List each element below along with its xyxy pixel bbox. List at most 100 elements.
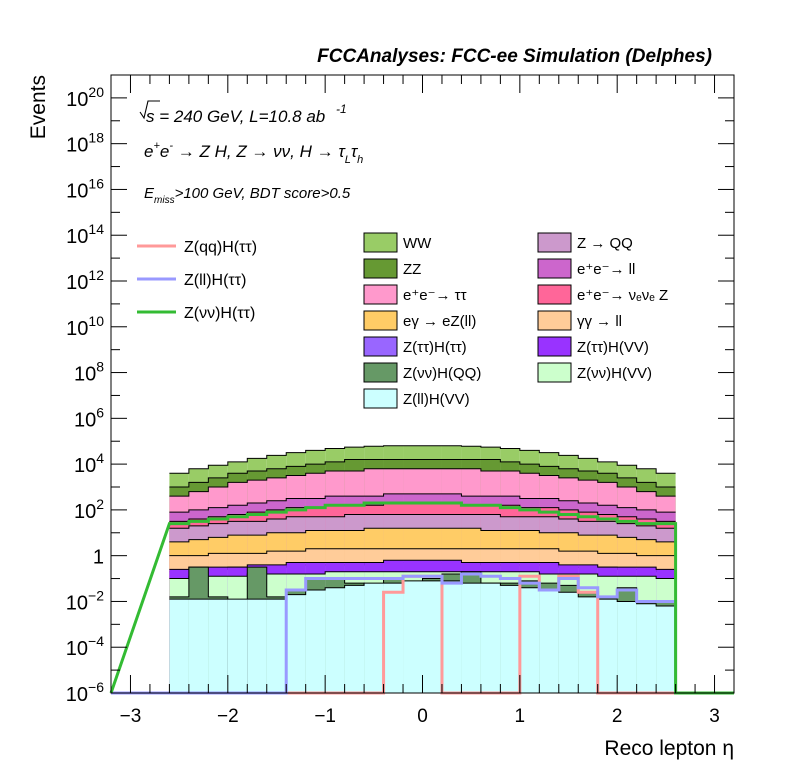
y-axis-label: Events <box>27 75 50 139</box>
legend-box-label: WW <box>403 235 432 252</box>
bar <box>578 596 598 693</box>
bar <box>286 594 306 693</box>
legend-box-label: e⁺e⁻→ ll <box>577 261 635 278</box>
annotation-selection: Emiss>100 GeV, BDT score>0.5 <box>144 185 351 206</box>
bar <box>247 599 267 693</box>
bar <box>344 585 365 693</box>
series-outline <box>169 559 676 570</box>
legend-box-label: Z → QQ <box>577 235 633 252</box>
legend-box-swatch <box>363 362 398 383</box>
legend-box-swatch <box>363 284 398 305</box>
annotation-process: e+e- → Z H, Z → νν, H → τLτh <box>144 140 363 166</box>
bar <box>169 599 189 693</box>
bar <box>227 599 248 693</box>
legend-box-swatch <box>363 388 398 409</box>
sqrt-symbol-icon <box>139 100 160 120</box>
legend: Z(qq)H(ττ) Z(ll)H(ττ) Z(νν)H(ττ) WW Z → QQ ZZ… <box>137 232 668 409</box>
y-tick-label: 104 <box>74 450 104 477</box>
x-tick-labels: −3 −2 −1 0 1 2 3 <box>120 706 720 727</box>
y-tick-label: 106 <box>74 404 104 431</box>
series-outline <box>169 548 676 557</box>
legend-box-swatch <box>537 310 572 331</box>
bar <box>558 592 579 693</box>
bar <box>441 580 462 693</box>
x-tick-label: −1 <box>314 706 336 727</box>
series-outline <box>169 468 676 497</box>
bar <box>188 599 209 693</box>
series-outline <box>169 445 676 474</box>
series-0 <box>169 580 676 693</box>
legend-box-label: e⁺e⁻→ ττ <box>403 287 467 304</box>
y-tick-label: 1020 <box>66 84 104 111</box>
bar <box>325 587 345 693</box>
signal-line-2 <box>109 501 734 695</box>
legend-box-label: γγ → ll <box>577 313 622 330</box>
bar <box>422 580 442 693</box>
x-tick-label: −3 <box>120 706 142 727</box>
bar <box>500 585 520 693</box>
x-tick-label: 1 <box>515 706 526 727</box>
legend-box-swatch <box>537 336 572 357</box>
legend-box-swatch <box>363 310 398 331</box>
series-outline <box>169 527 676 543</box>
legend-box-swatch <box>537 284 572 305</box>
y-tick-label: 1018 <box>66 130 104 157</box>
x-tick-label: 2 <box>612 706 623 727</box>
legend-box-swatch <box>537 232 572 253</box>
legend-box-label: Z(νν)H(QQ) <box>403 365 481 382</box>
bar <box>383 583 404 693</box>
series-outline <box>169 459 676 488</box>
bar <box>656 606 676 693</box>
bar <box>617 601 637 693</box>
legend-box-label: Z(ττ)H(ττ) <box>403 339 467 356</box>
x-tick-label: 3 <box>709 706 720 727</box>
y-tick-label: 102 <box>74 496 104 523</box>
y-tick-label: 1016 <box>66 175 104 202</box>
bar <box>305 590 326 693</box>
legend-box-label: Z(ττ)H(VV) <box>577 339 649 356</box>
y-tick-label: 1012 <box>66 267 104 294</box>
x-axis-label: Reco lepton η <box>604 737 734 760</box>
bar <box>208 599 228 693</box>
legend-line-label: Z(νν)H(ττ) <box>184 305 255 322</box>
legend-box-swatch <box>363 258 398 279</box>
legend-box-label: ZZ <box>403 261 421 278</box>
y-tick-label: 1014 <box>66 221 104 248</box>
legend-box-swatch <box>363 232 398 253</box>
svg-text:s = 240 GeV, L=10.8 ab -: s = 240 GeV, L=10.8 ab -1 <box>146 102 347 126</box>
bar <box>519 587 540 693</box>
y-tick-label: 10−6 <box>66 679 104 706</box>
signal-line-1 <box>111 572 734 695</box>
legend-box-swatch <box>537 258 572 279</box>
y-tick-label: 1010 <box>66 313 104 340</box>
series-outline <box>169 493 676 513</box>
bar <box>636 603 657 693</box>
series-outline <box>169 513 676 529</box>
bar <box>597 599 618 693</box>
x-tick-label: −2 <box>217 706 239 727</box>
stacked-histogram <box>169 445 676 694</box>
bar <box>403 580 423 693</box>
energy-text: s = 240 GeV, L=10.8 ab <box>146 107 325 126</box>
y-tick-labels: 10−6 10−4 10−2 1 102 104 106 108 1010 1012 1014 101… <box>66 84 104 706</box>
legend-box-label: Z(νν)H(VV) <box>577 365 652 382</box>
bar <box>266 599 287 693</box>
legend-line-label: Z(qq)H(ττ) <box>184 239 257 256</box>
bar <box>461 583 481 693</box>
bar <box>364 583 384 693</box>
legend-box-label: Z(ll)H(VV) <box>403 391 470 408</box>
legend-line-label: Z(ll)H(ττ) <box>184 272 246 289</box>
axis-ticks <box>111 74 735 694</box>
legend-box-swatch <box>537 362 572 383</box>
y-tick-label: 108 <box>74 359 104 386</box>
bar <box>539 590 559 693</box>
y-tick-label: 10−2 <box>66 587 104 614</box>
bar <box>480 583 501 693</box>
y-tick-label: 10−4 <box>66 633 104 660</box>
y-tick-label: 1 <box>93 547 104 569</box>
legend-box-label: e⁺e⁻→ νₑνₑ Z <box>577 287 668 304</box>
annotation-energy: s = 240 GeV, L=10.8 ab -1 <box>139 100 347 126</box>
chart-title: FCCAnalyses: FCC-ee Simulation (Delphes) <box>317 46 712 67</box>
x-tick-label: 0 <box>417 706 428 727</box>
